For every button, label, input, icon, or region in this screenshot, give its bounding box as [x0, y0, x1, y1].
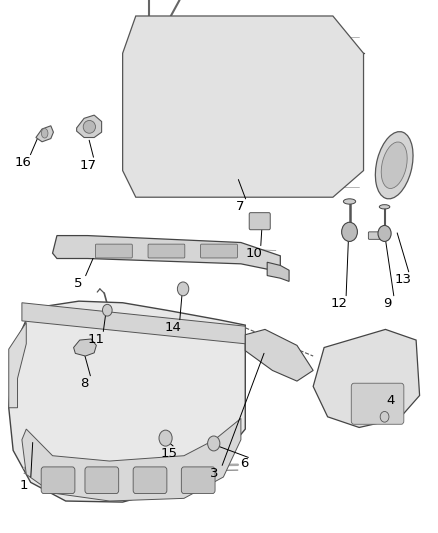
FancyBboxPatch shape — [85, 467, 119, 494]
Circle shape — [102, 304, 112, 316]
FancyBboxPatch shape — [249, 213, 270, 230]
Circle shape — [342, 222, 357, 241]
Polygon shape — [9, 301, 245, 502]
Polygon shape — [123, 16, 364, 197]
Text: 9: 9 — [383, 297, 392, 310]
FancyBboxPatch shape — [351, 383, 404, 424]
Ellipse shape — [375, 132, 413, 199]
Polygon shape — [77, 115, 102, 138]
FancyBboxPatch shape — [41, 467, 75, 494]
Text: 17: 17 — [79, 159, 96, 172]
FancyBboxPatch shape — [368, 232, 382, 239]
FancyBboxPatch shape — [95, 244, 132, 258]
FancyBboxPatch shape — [133, 467, 167, 494]
Text: 15: 15 — [160, 447, 177, 459]
Polygon shape — [267, 262, 289, 281]
Text: 1: 1 — [20, 479, 28, 491]
Text: 8: 8 — [80, 377, 89, 390]
Polygon shape — [74, 339, 96, 356]
Text: 11: 11 — [88, 333, 105, 346]
Polygon shape — [9, 322, 26, 408]
FancyBboxPatch shape — [148, 244, 185, 258]
Polygon shape — [313, 329, 420, 427]
Circle shape — [177, 282, 189, 296]
Text: 10: 10 — [246, 247, 262, 260]
Circle shape — [380, 411, 389, 422]
FancyBboxPatch shape — [201, 244, 237, 258]
Circle shape — [159, 430, 172, 446]
Text: 4: 4 — [386, 394, 395, 407]
Ellipse shape — [379, 205, 390, 209]
Ellipse shape — [343, 199, 356, 204]
Circle shape — [208, 436, 220, 451]
Polygon shape — [22, 303, 245, 344]
Polygon shape — [245, 329, 313, 381]
Text: 12: 12 — [331, 297, 348, 310]
Text: 5: 5 — [74, 277, 82, 290]
FancyBboxPatch shape — [181, 467, 215, 494]
Ellipse shape — [41, 128, 48, 138]
Polygon shape — [53, 236, 280, 272]
Text: 7: 7 — [236, 200, 244, 213]
Ellipse shape — [83, 120, 95, 133]
Text: 3: 3 — [210, 467, 219, 480]
Polygon shape — [36, 126, 53, 142]
Circle shape — [378, 225, 391, 241]
Text: 6: 6 — [240, 457, 249, 470]
Text: 14: 14 — [165, 321, 181, 334]
Polygon shape — [22, 418, 241, 501]
Text: 13: 13 — [395, 273, 411, 286]
Ellipse shape — [381, 142, 407, 189]
Text: 16: 16 — [14, 156, 31, 169]
